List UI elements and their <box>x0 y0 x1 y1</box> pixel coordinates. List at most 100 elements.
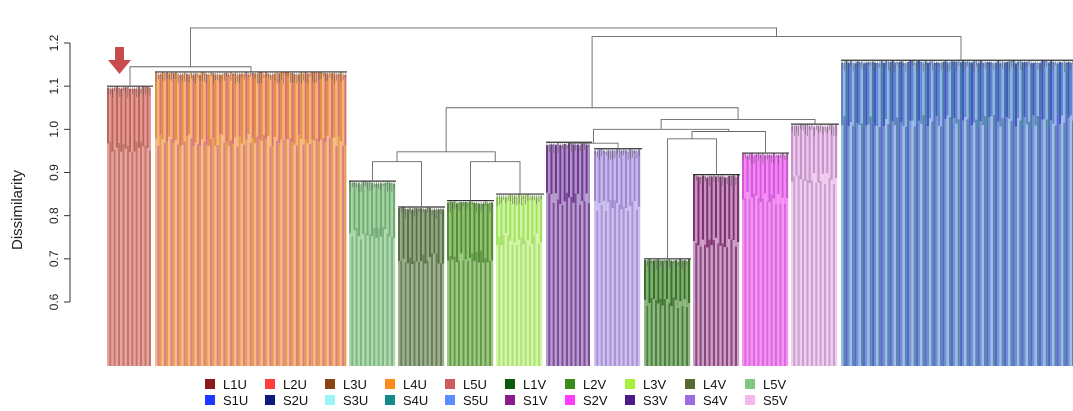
leaf-bar-lower <box>775 203 778 366</box>
legend-swatch <box>205 379 215 389</box>
leaf-bar-upper <box>400 207 403 261</box>
leaf-bar-upper <box>504 197 507 234</box>
legend-swatch <box>685 395 695 405</box>
leaf-bar-lower <box>148 150 151 366</box>
leaf-bar-upper <box>550 144 553 195</box>
leaf-bar-upper <box>824 126 827 185</box>
leaf-bar-upper <box>223 73 226 143</box>
leaf-bar-lower <box>795 175 798 366</box>
leaf-bar-upper <box>627 151 630 211</box>
leaf-bar-lower <box>306 143 309 366</box>
leaf-bar-upper <box>328 73 331 138</box>
leaf-bar-upper <box>107 87 110 144</box>
leaf-bar-lower <box>554 193 557 366</box>
leaf-bar-lower <box>909 120 912 366</box>
leaf-bar-lower <box>968 116 971 367</box>
leaf-bar-lower <box>161 139 164 366</box>
leaf-bar-upper <box>240 73 243 144</box>
leaf-bar-upper <box>893 62 896 126</box>
leaf-bar-lower <box>695 243 698 366</box>
leaf-bar-upper <box>795 125 798 176</box>
leaf-bar-upper <box>339 72 342 142</box>
legend-item: S4U <box>385 393 445 408</box>
leaf-bar-lower <box>944 119 947 366</box>
leaf-bar-upper <box>953 61 956 119</box>
leaf-bar-lower <box>289 137 292 366</box>
leaf-bar-lower <box>473 261 476 366</box>
leaf-bar-upper <box>799 124 802 180</box>
leaf-bar-lower <box>533 234 536 366</box>
leaf-bar-lower <box>997 121 1000 366</box>
leaf-bar-lower <box>437 263 440 366</box>
leaf-bar-lower <box>1034 125 1037 366</box>
leaf-bar-upper <box>475 203 478 252</box>
leaf-bar-lower <box>413 260 416 366</box>
leaf-bar-upper <box>344 74 347 146</box>
leaf-bar-upper <box>411 209 414 265</box>
leaf-bar-upper <box>373 183 376 228</box>
leaf-bar-lower <box>460 253 463 366</box>
leaf-bar-lower <box>271 145 274 366</box>
leaf-bar-upper <box>810 124 813 181</box>
leaf-bar-lower <box>898 116 901 366</box>
leaf-bar-lower <box>509 240 512 366</box>
leaf-bar-upper <box>129 88 132 152</box>
leaf-bar-lower <box>631 201 634 366</box>
leaf-bar-lower <box>368 234 371 366</box>
leaf-bar-upper <box>251 73 254 138</box>
leaf-bar-upper <box>802 124 805 180</box>
leaf-bar-lower <box>652 299 655 366</box>
leaf-bar-lower <box>856 122 859 366</box>
leaf-bar-lower <box>715 237 718 366</box>
leaf-bar-lower <box>880 122 883 366</box>
leaf-bar-upper <box>409 207 412 258</box>
leaf-bar-lower <box>815 182 818 366</box>
leaf-bar-lower <box>693 241 696 366</box>
leaf-bar-lower <box>298 135 301 366</box>
leaf-bar-upper <box>1023 62 1026 118</box>
leaf-bar-lower <box>966 119 969 366</box>
leaf-bar-upper <box>715 176 718 238</box>
leaf-bar-upper <box>464 201 467 260</box>
leaf-bar-lower <box>498 236 501 366</box>
leaf-bar-upper <box>484 201 487 259</box>
leaf-bar-upper <box>522 196 525 244</box>
leaf-bar-lower <box>415 261 418 366</box>
leaf-bar-upper <box>618 148 621 205</box>
leaf-bar-lower <box>386 233 389 366</box>
leaf-bar-lower <box>458 260 461 366</box>
leaf-bar-lower <box>832 184 835 366</box>
leaf-bar-upper <box>133 88 136 152</box>
leaf-bar-upper <box>520 195 523 237</box>
y-axis-label: Dissimilarity <box>9 170 26 250</box>
leaf-bar-upper <box>177 74 180 145</box>
leaf-bar-upper <box>631 150 634 202</box>
leaf-bar-lower <box>550 194 553 366</box>
leaf-bar-lower <box>524 240 527 366</box>
leaf-bar-upper <box>772 153 775 199</box>
leaf-bar-upper <box>148 88 151 151</box>
leaf-bar-upper <box>1019 60 1022 121</box>
leaf-bar-lower <box>328 137 331 366</box>
leaf-bar-lower <box>568 197 571 366</box>
leaf-bar-lower <box>657 303 660 366</box>
legend-label: S3V <box>643 392 668 408</box>
leaf-bar-upper <box>666 260 669 300</box>
leaf-bar-lower <box>166 141 169 366</box>
leaf-bar-upper <box>449 200 452 256</box>
leaf-bar-lower <box>315 138 318 366</box>
leaf-bar-upper <box>1036 62 1039 116</box>
leaf-bar-upper <box>174 71 177 141</box>
leaf-bar-upper <box>287 72 290 140</box>
leaf-bar-lower <box>351 236 354 366</box>
legend-label: L1U <box>223 376 247 392</box>
leaf-bar-lower <box>520 236 523 366</box>
leaf-bar-lower <box>638 206 641 366</box>
leaf-bar-upper <box>146 86 149 148</box>
leaf-bar-lower <box>238 136 241 366</box>
leaf-bar-lower <box>708 239 711 366</box>
leaf-bar-lower <box>462 260 465 366</box>
leaf-bar-upper <box>417 208 420 262</box>
leaf-bar-lower <box>331 137 334 366</box>
dendrogram-link <box>396 151 496 162</box>
